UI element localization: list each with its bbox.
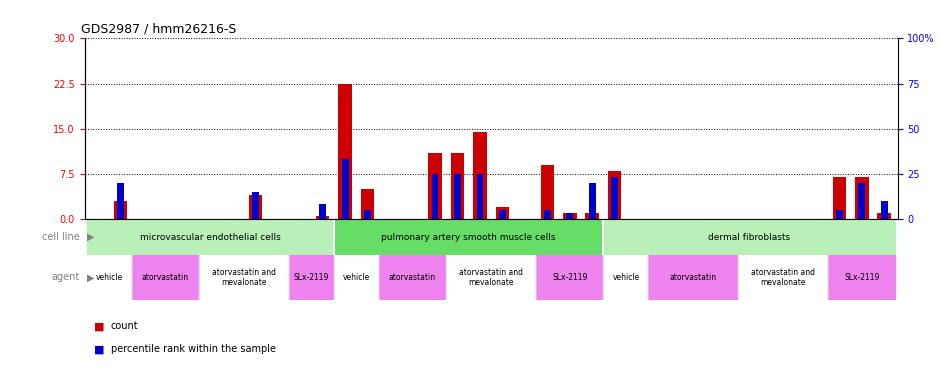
Bar (334, 219, 603, 255)
Text: SLx-2119: SLx-2119 (844, 273, 880, 282)
Text: atorvastatin and
mevalonate: atorvastatin and mevalonate (459, 268, 524, 287)
Bar (858, 183, 865, 219)
Text: GDS2987 / hmm26216-S: GDS2987 / hmm26216-S (81, 23, 236, 36)
Bar (454, 174, 461, 219)
Bar (544, 210, 551, 219)
Bar (338, 84, 352, 219)
Bar (563, 213, 576, 219)
Text: count: count (111, 321, 138, 331)
Text: agent: agent (52, 272, 80, 283)
Bar (450, 153, 464, 219)
Bar (495, 207, 509, 219)
Bar (473, 132, 487, 219)
Text: percentile rank within the sample: percentile rank within the sample (111, 344, 276, 354)
Bar (429, 153, 442, 219)
Bar (540, 165, 554, 219)
Bar (379, 255, 446, 300)
Text: ▶: ▶ (87, 232, 95, 242)
Bar (603, 255, 649, 300)
Bar (342, 159, 349, 219)
Text: atorvastatin: atorvastatin (142, 273, 189, 282)
Bar (611, 177, 619, 219)
Bar (828, 255, 896, 300)
Bar (199, 255, 289, 300)
Bar (431, 174, 438, 219)
Bar (86, 219, 334, 255)
Text: cell line: cell line (42, 232, 80, 242)
Bar (132, 255, 199, 300)
Bar (114, 201, 127, 219)
Bar (499, 210, 506, 219)
Text: ■: ■ (94, 321, 104, 331)
Bar (877, 213, 891, 219)
Bar (86, 255, 132, 300)
Bar (603, 219, 896, 255)
Text: atorvastatin: atorvastatin (389, 273, 436, 282)
Bar (248, 195, 262, 219)
Bar (118, 183, 124, 219)
Bar (334, 255, 379, 300)
Text: dermal fibroblasts: dermal fibroblasts (709, 233, 791, 242)
Bar (252, 192, 258, 219)
Bar (588, 183, 596, 219)
Bar (649, 255, 738, 300)
Bar (833, 177, 846, 219)
Text: atorvastatin and
mevalonate: atorvastatin and mevalonate (212, 268, 276, 287)
Text: ▶: ▶ (87, 272, 95, 283)
Bar (316, 216, 329, 219)
Bar (364, 210, 371, 219)
Text: ■: ■ (94, 344, 104, 354)
Bar (738, 255, 828, 300)
Bar (855, 177, 869, 219)
Bar (836, 210, 842, 219)
Text: SLx-2119: SLx-2119 (552, 273, 588, 282)
Text: atorvastatin: atorvastatin (669, 273, 717, 282)
Bar (536, 255, 603, 300)
Bar (567, 214, 573, 219)
Text: microvascular endothelial cells: microvascular endothelial cells (140, 233, 281, 242)
Bar (446, 255, 536, 300)
Text: SLx-2119: SLx-2119 (294, 273, 329, 282)
Text: vehicle: vehicle (343, 273, 370, 282)
Bar (608, 171, 621, 219)
Text: atorvastatin and
mevalonate: atorvastatin and mevalonate (751, 268, 815, 287)
Bar (586, 213, 599, 219)
Bar (361, 189, 374, 219)
Bar (881, 201, 887, 219)
Text: pulmonary artery smooth muscle cells: pulmonary artery smooth muscle cells (382, 233, 556, 242)
Bar (477, 174, 483, 219)
Text: vehicle: vehicle (96, 273, 123, 282)
Bar (320, 204, 326, 219)
Bar (289, 255, 334, 300)
Text: vehicle: vehicle (612, 273, 639, 282)
